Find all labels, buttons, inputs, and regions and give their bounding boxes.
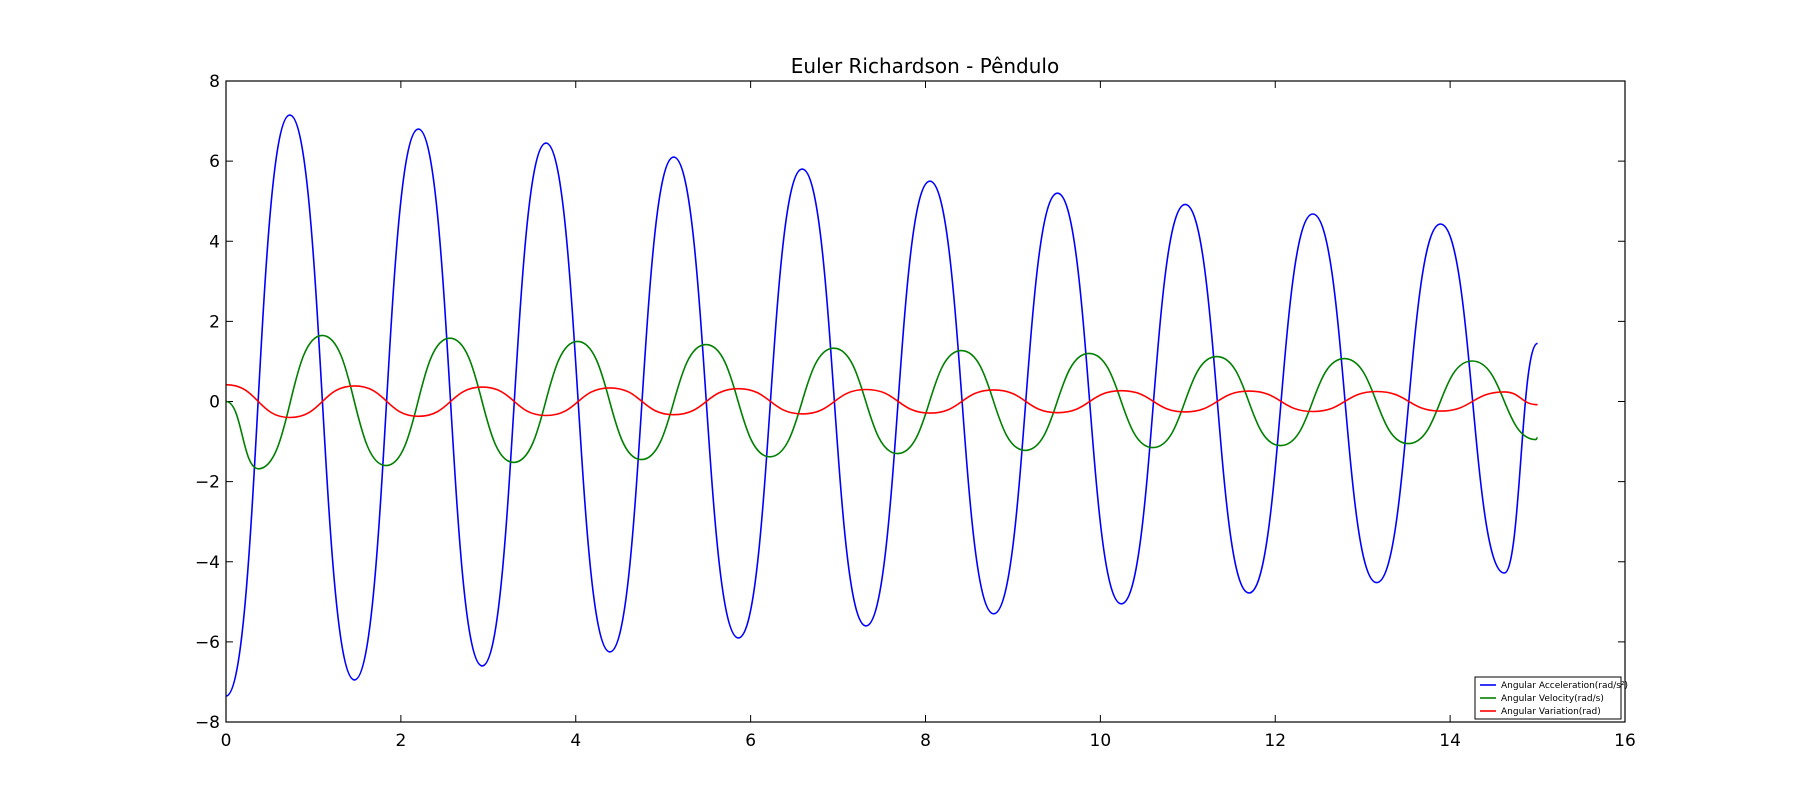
x-tick-label: 4 [570, 731, 581, 751]
x-tick-label: 16 [1614, 731, 1636, 751]
series-layer [225, 114, 1539, 697]
x-tick-label: 12 [1264, 731, 1286, 751]
x-tick-label: 8 [920, 731, 931, 751]
x-tick-label: 2 [395, 731, 406, 751]
legend-label: Angular Variation(rad) [1501, 707, 1601, 717]
y-tick-label: 8 [209, 72, 220, 92]
y-tick-label: −6 [195, 633, 220, 653]
series-line-angular-velocity-rad-s [225, 334, 1538, 470]
legend: Angular Acceleration(rad/s²) Angular Velo… [1474, 676, 1628, 720]
legend-label: Angular Acceleration(rad/s²) [1501, 681, 1628, 691]
y-tick-label: −4 [195, 553, 220, 573]
y-tick-label: −8 [195, 713, 220, 733]
y-tick-label: 0 [209, 393, 220, 413]
legend-label: Angular Velocity(rad/s) [1501, 694, 1604, 704]
legend-box [1474, 676, 1622, 720]
y-tick-label: −2 [195, 473, 220, 493]
series-line-angular-variation-rad [225, 383, 1538, 419]
chart-title: Euler Richardson - Pêndulo [791, 54, 1059, 78]
x-tick-label: 0 [221, 731, 232, 751]
plot-frame [225, 80, 1626, 723]
series-line-angular-acceleration-rad-s [225, 114, 1539, 697]
y-tick-label: 6 [209, 152, 220, 172]
x-tick-label: 6 [745, 731, 756, 751]
y-tick-label: 2 [209, 312, 220, 332]
x-tick-label: 14 [1439, 731, 1461, 751]
y-tick-label: 4 [209, 232, 220, 252]
x-tick-label: 10 [1090, 731, 1112, 751]
